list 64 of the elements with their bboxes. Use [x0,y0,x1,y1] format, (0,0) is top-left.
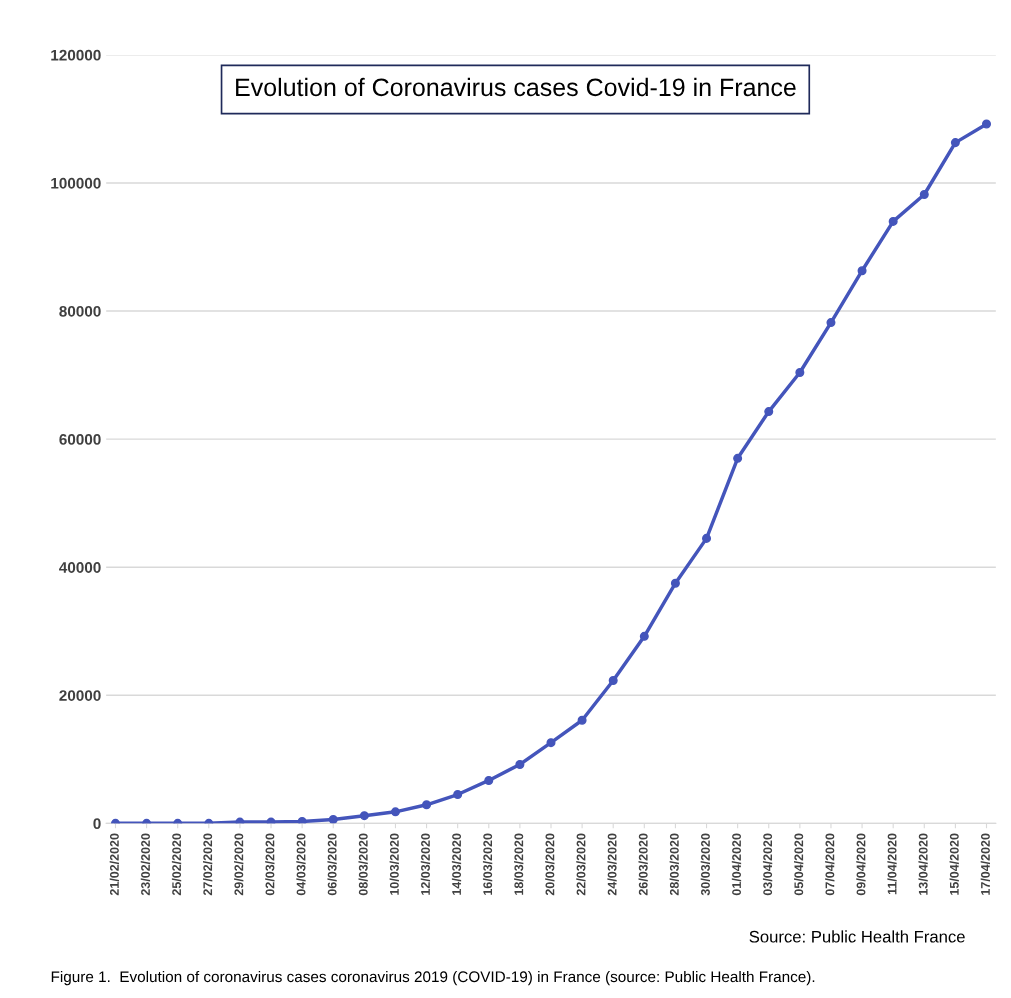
y-tick-label: 0 [93,818,101,830]
point [235,817,245,824]
x-tick-label: 28/03/2020 [669,833,679,896]
x-tick-label: 07/04/2020 [825,833,835,896]
x-tick-label: 30/03/2020 [700,833,711,896]
point [950,138,960,148]
x-tick-label: 05/04/2020 [794,833,804,896]
x-tick-label: 01/04/2020 [731,833,742,896]
x-tick-label: 13/04/2020 [918,833,928,895]
x-tick-label: 16/03/2020 [482,833,493,895]
x-tick-label: 09/04/2020 [856,833,866,896]
x-tick-label: 12/03/2020 [420,833,431,895]
text: Evolution of Coronavirus cases Covid-19 in France [236,77,796,97]
x-tick-label: 02/03/2020 [265,833,275,896]
x-tick-label: 25/02/2020 [171,833,182,896]
x-tick-label: 10/03/2020 [389,833,399,895]
x-tick-label: 15/04/2020 [949,833,959,895]
point [981,119,992,129]
y-tick-label: 120000 [51,49,101,61]
point [359,811,369,821]
caption: Figure 1. Evolution of coronavirus cases coronavirus 2019 (COVID-19) in France (source: Public Health France). [51,970,815,986]
x-tick-label: 04/03/2020 [296,833,306,896]
x-tick-label: 22/03/2020 [576,833,586,896]
point [422,800,432,810]
point [328,814,338,824]
x-tick-label: 18/03/2020 [514,833,524,895]
x-tick-label: 06/03/2020 [327,833,337,896]
x-tick-label: 24/03/2020 [607,833,617,896]
point [670,578,680,588]
point [297,816,307,824]
y-tick-label: 40000 [59,562,101,573]
point [546,738,556,748]
x-tick-label: 20/03/2020 [545,833,555,896]
point [484,775,494,785]
x-tick-label: 17/04/2020 [980,833,990,895]
point [826,318,836,328]
point [733,453,743,463]
point [390,807,400,817]
x-tick-label: 27/02/2020 [202,833,213,896]
source-note: Source: Public Health France [749,930,965,943]
y-tick-label: 20000 [59,690,101,701]
x-tick-label: 23/02/2020 [140,833,151,896]
x-tick-label: 14/03/2020 [451,833,462,895]
x-tick-label: 11/04/2020 [887,833,897,895]
y-tick-label: 100000 [51,177,101,189]
x-tick-label: 08/03/2020 [358,833,368,896]
point [266,817,276,824]
point [888,216,898,226]
point [764,407,774,417]
x-tick-label: 21/02/2020 [109,833,119,896]
point [795,368,805,378]
point [577,715,587,725]
point [639,631,649,641]
point [857,266,867,276]
point [453,790,463,800]
point [702,533,712,543]
y-tick-label: 80000 [59,305,101,317]
y-tick-label: 60000 [59,433,101,445]
x-tick-label: 26/03/2020 [638,833,648,896]
point [515,759,525,769]
point [608,676,618,686]
x-tick-label: 29/02/2020 [234,833,244,896]
x-tick-label: 03/04/2020 [762,833,773,896]
point [919,189,929,200]
